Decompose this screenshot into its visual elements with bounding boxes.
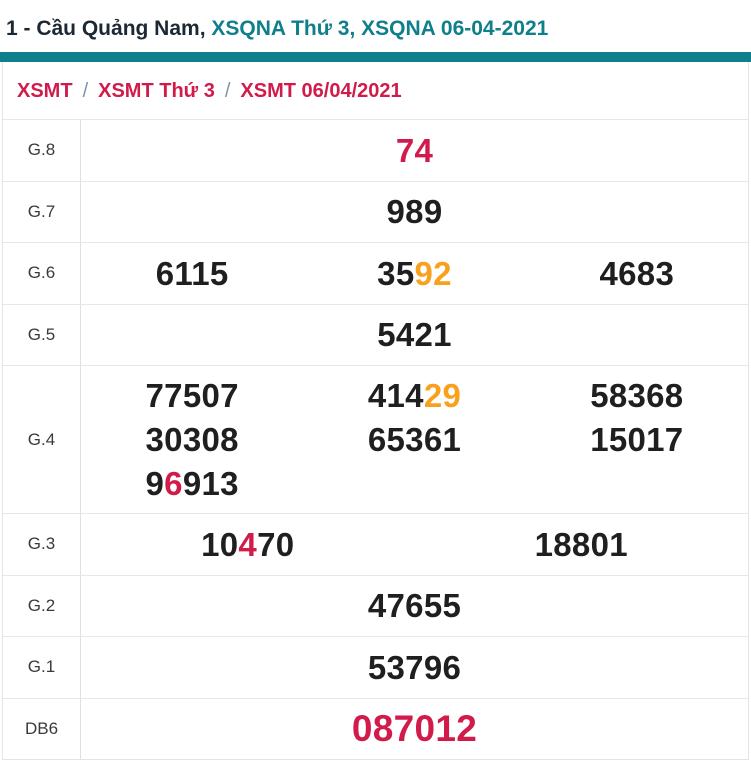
prize-values: 53796 bbox=[81, 637, 748, 698]
text-segment: 74 bbox=[395, 131, 434, 169]
table-row-g4: G.4 77507 41429 58368 30308 65361 15017 96913 bbox=[3, 365, 748, 513]
text-segment: 087012 bbox=[351, 708, 478, 750]
results-card: XSMT / XSMT Thứ 3 / XSMT 06/04/2021 G.8 74 G.7… bbox=[2, 62, 749, 760]
prize-label: G.7 bbox=[3, 181, 81, 242]
breadcrumb: XSMT / XSMT Thứ 3 / XSMT 06/04/2021 bbox=[3, 62, 748, 119]
text-segment: 29 bbox=[423, 377, 462, 414]
prize-values: 47655 bbox=[81, 576, 748, 637]
prize-label: G.3 bbox=[3, 514, 81, 575]
prize-value: 989 bbox=[387, 195, 443, 228]
text-segment: 1 - Cầu Quảng Nam, bbox=[6, 17, 212, 40]
text-segment: 414 bbox=[367, 377, 424, 414]
text-segment: 70 bbox=[257, 525, 295, 563]
text-segment: 15017 bbox=[590, 421, 684, 458]
prize-values: 77507 41429 58368 30308 65361 15017 96913 bbox=[81, 366, 748, 513]
breadcrumb-link[interactable]: XSMT bbox=[17, 80, 73, 102]
text-segment: 10 bbox=[201, 525, 239, 563]
breadcrumb-link[interactable]: XSMT Thứ 3 bbox=[98, 80, 215, 102]
table-row-g6: G.6 6115 3592 4683 bbox=[3, 242, 748, 304]
text-segment: 30308 bbox=[145, 421, 239, 458]
page-title: 1 - Cầu Quảng Nam, XSQNA Thứ 3, XSQNA 06… bbox=[0, 0, 751, 52]
prize-value: 77507 bbox=[146, 379, 239, 412]
text-segment: 6115 bbox=[155, 254, 229, 292]
text-segment: 913 bbox=[182, 465, 239, 502]
prize-values: 087012 bbox=[81, 699, 748, 760]
prize-label: DB6 bbox=[3, 698, 81, 759]
prize-value: 6115 bbox=[156, 257, 229, 290]
text-segment: 4 bbox=[238, 525, 258, 563]
prize-value: 18801 bbox=[535, 528, 628, 561]
breadcrumb-separator: / bbox=[224, 80, 231, 102]
table-row-g5: G.5 5421 bbox=[3, 303, 748, 366]
text-segment: 53796 bbox=[367, 648, 462, 686]
prize-value: 15017 bbox=[590, 423, 683, 456]
text-segment: 77507 bbox=[145, 377, 239, 414]
teal-divider bbox=[0, 52, 751, 62]
prize-label: G.6 bbox=[3, 243, 81, 304]
prize-value: 47655 bbox=[368, 589, 461, 622]
table-row-g8: G.8 74 bbox=[3, 119, 748, 181]
prize-value: 10470 bbox=[201, 528, 294, 561]
prize-values: 74 bbox=[81, 120, 748, 181]
prize-label: G.2 bbox=[3, 575, 81, 636]
table-row-g7: G.7 989 bbox=[3, 180, 748, 243]
prize-value: 41429 bbox=[368, 379, 461, 412]
text-segment: 47655 bbox=[367, 587, 462, 625]
text-segment: 9 bbox=[145, 465, 165, 502]
prize-value: 5421 bbox=[377, 318, 452, 351]
text-segment: 92 bbox=[414, 254, 452, 292]
prize-label: G.1 bbox=[3, 637, 81, 698]
text-segment: 58368 bbox=[590, 377, 684, 414]
prize-value: 30308 bbox=[146, 423, 239, 456]
results-table: G.8 74 G.7 989 G.6 6115 3592 4683 G.5 5421 G.4 7750… bbox=[3, 119, 748, 759]
prize-value: 96913 bbox=[146, 467, 239, 500]
table-row-g3: G.3 10470 18801 bbox=[3, 513, 748, 575]
text-segment: 18801 bbox=[534, 525, 628, 563]
prize-value: 65361 bbox=[368, 423, 461, 456]
prize-label: G.4 bbox=[3, 366, 81, 513]
prize-values: 989 bbox=[81, 182, 748, 243]
text-segment: 4683 bbox=[599, 254, 675, 292]
text-segment: 35 bbox=[377, 254, 415, 292]
prize-label: G.8 bbox=[3, 120, 81, 181]
text-segment: 65361 bbox=[367, 421, 462, 458]
prize-value: 3592 bbox=[377, 257, 452, 290]
table-row-g2: G.2 47655 bbox=[3, 574, 748, 637]
prize-value: 74 bbox=[396, 134, 433, 167]
text-segment: 5421 bbox=[377, 316, 452, 354]
text-segment: 6 bbox=[164, 465, 183, 502]
prize-value: 53796 bbox=[368, 651, 461, 684]
prize-label: G.5 bbox=[3, 304, 81, 365]
prize-value: 4683 bbox=[600, 257, 675, 290]
prize-values: 6115 3592 4683 bbox=[81, 243, 748, 304]
breadcrumb-link[interactable]: XSMT 06/04/2021 bbox=[240, 80, 402, 102]
text-segment: XSQNA Thứ 3, XSQNA 06-04-2021 bbox=[211, 17, 549, 40]
breadcrumb-separator: / bbox=[82, 80, 89, 102]
prize-value: 58368 bbox=[590, 379, 683, 412]
prize-values: 5421 bbox=[81, 305, 748, 366]
table-row-g1: G.1 53796 bbox=[3, 636, 748, 698]
prize-values: 10470 18801 bbox=[81, 514, 748, 575]
text-segment: 989 bbox=[386, 193, 443, 231]
table-row-db6: DB6 087012 bbox=[3, 697, 748, 760]
prize-value: 087012 bbox=[352, 710, 477, 747]
